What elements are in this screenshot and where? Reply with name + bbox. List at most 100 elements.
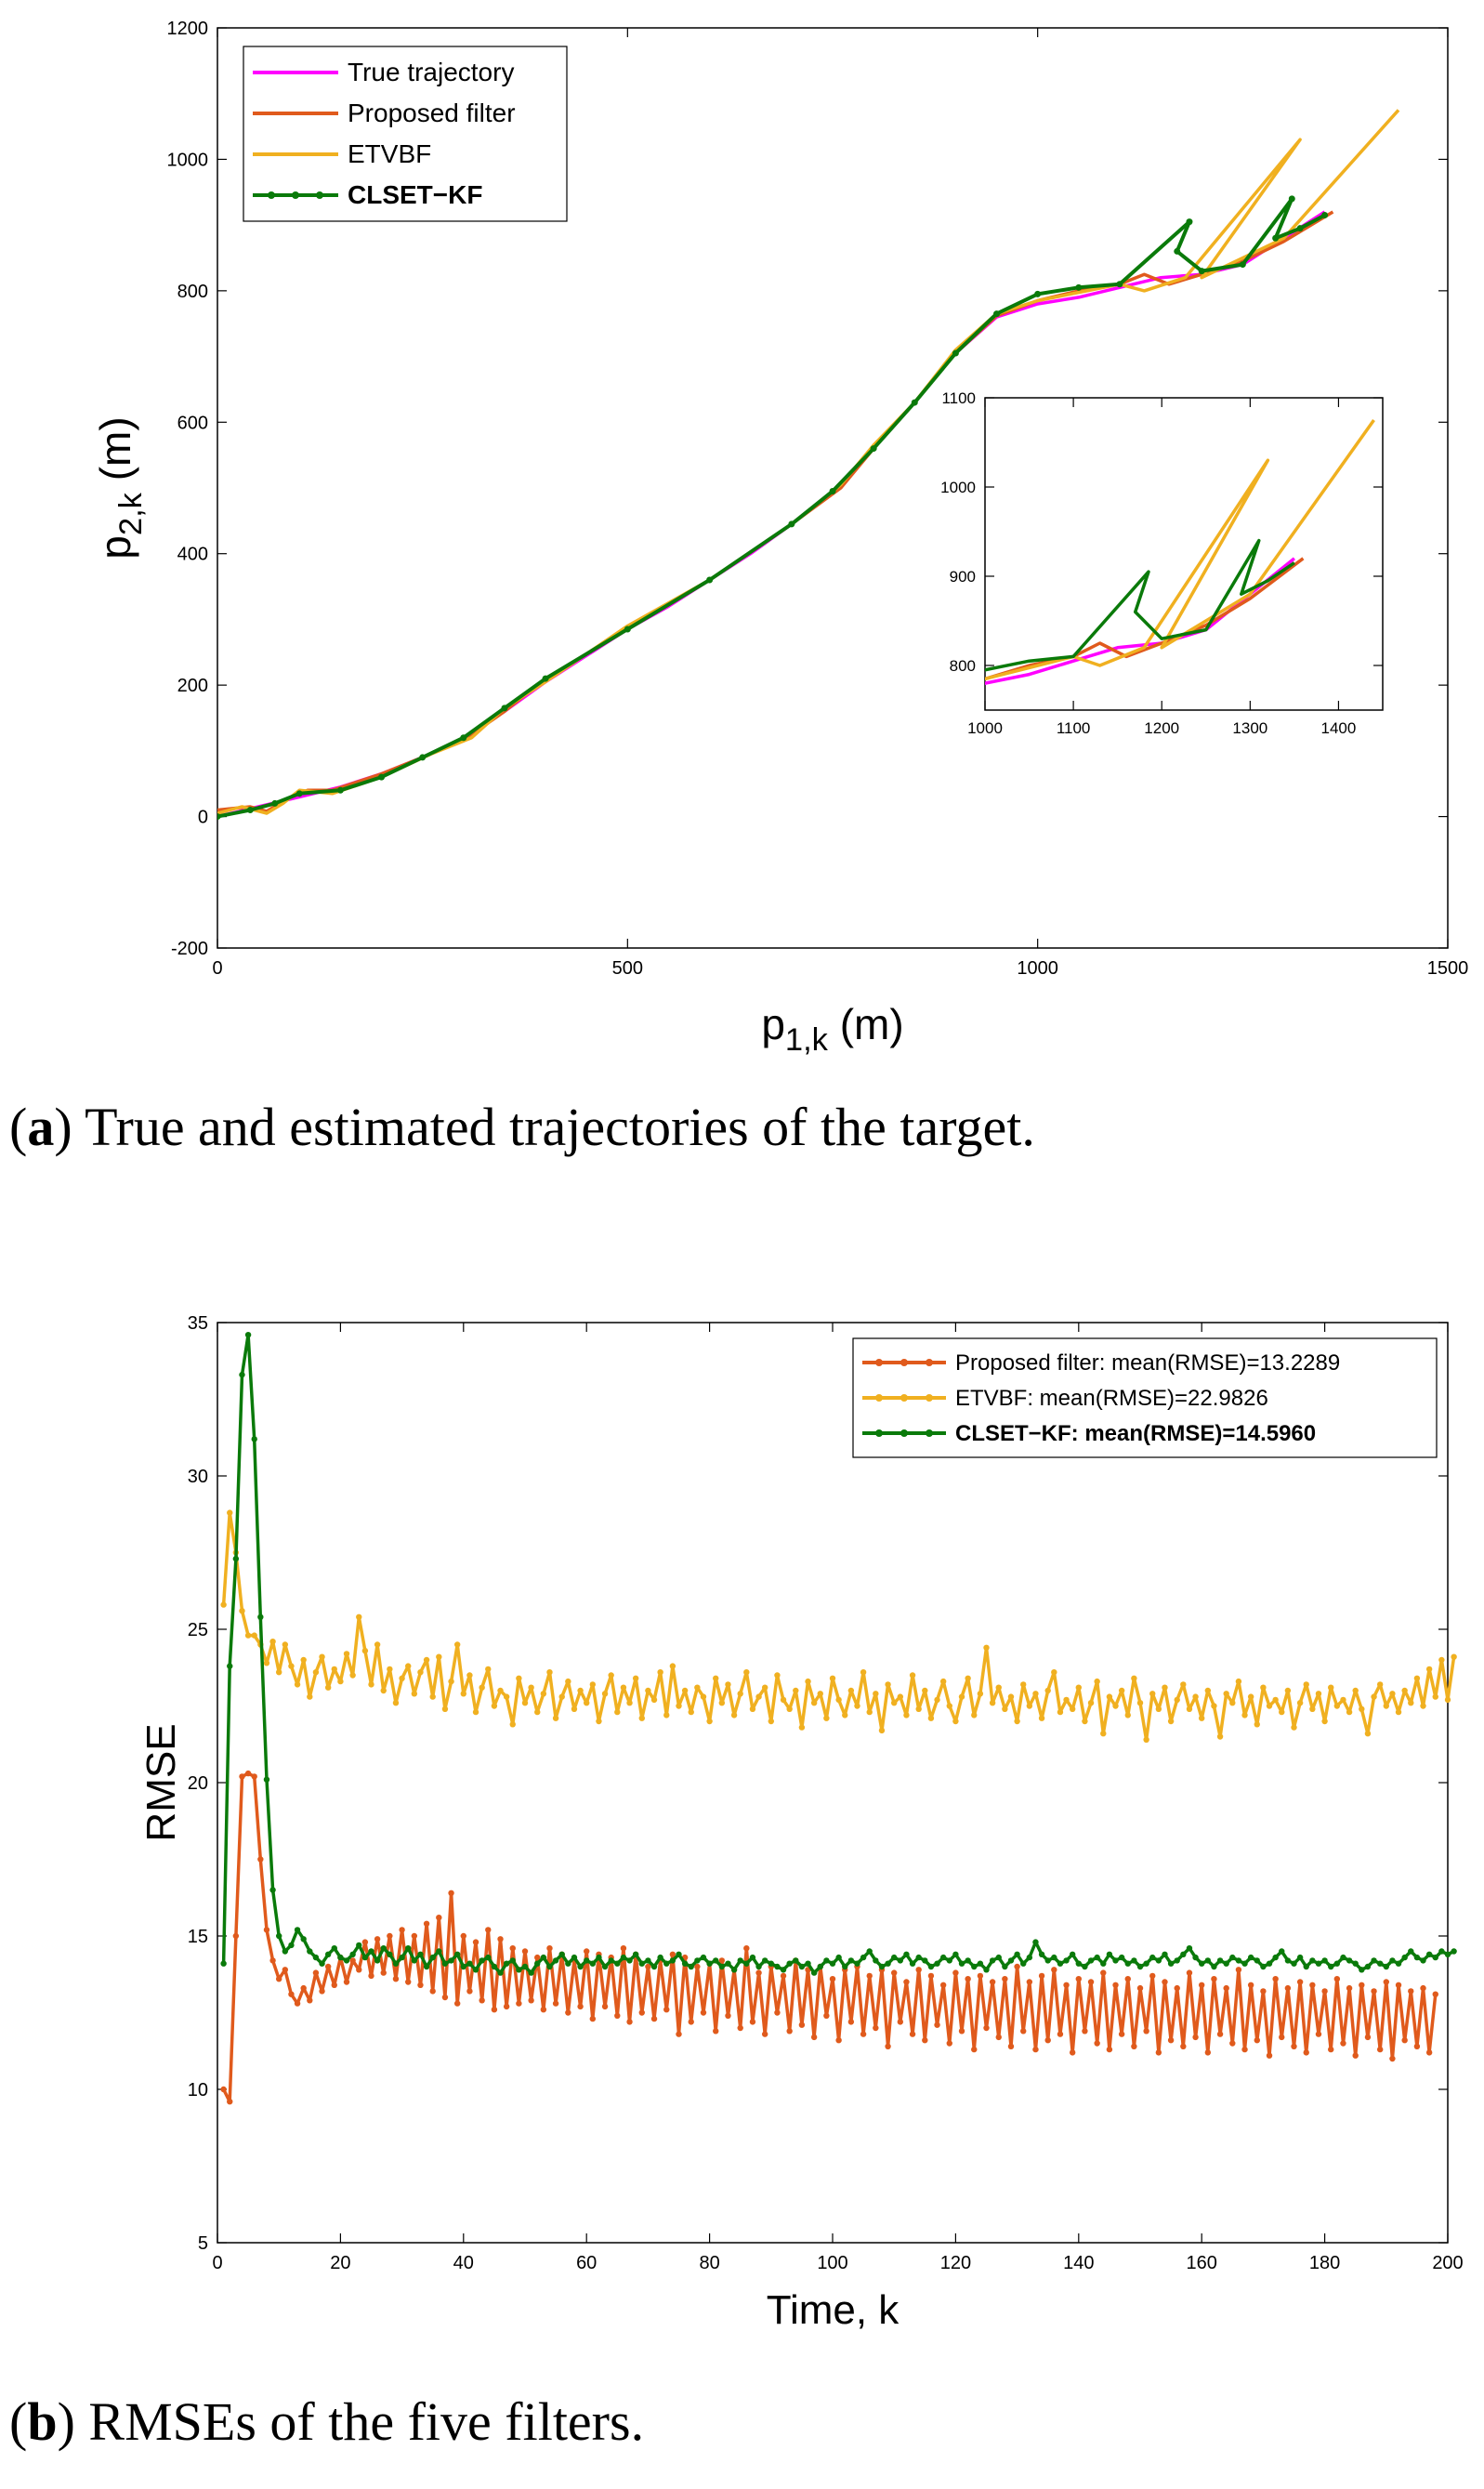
series-marker-b-clset xyxy=(552,1957,559,1964)
series-marker-b-proposed xyxy=(965,1976,971,1982)
series-marker-b-proposed xyxy=(227,2099,233,2105)
series-marker-b-clset xyxy=(761,1957,768,1964)
series-marker-b-etvbf xyxy=(546,1669,553,1676)
series-marker-b-clset xyxy=(805,1960,811,1967)
series-marker-b-proposed xyxy=(1038,1972,1045,1980)
series-marker-b-clset xyxy=(681,1960,689,1967)
series-marker-b-proposed xyxy=(232,1932,240,1940)
series-marker-b-etvbf xyxy=(1014,1718,1020,1725)
series-layer-a xyxy=(217,109,1400,821)
series-marker-b-etvbf xyxy=(743,1669,750,1676)
series-marker-b-proposed xyxy=(650,2015,658,2022)
series-marker-b-clset xyxy=(1002,1963,1008,1970)
series-marker-b-clset xyxy=(1247,1954,1254,1961)
series-marker-b-etvbf xyxy=(909,1672,916,1679)
series-marker-b-etvbf xyxy=(749,1705,756,1713)
series-marker-b-proposed xyxy=(244,1770,252,1777)
series-marker-b-clset xyxy=(294,1927,301,1933)
legend-marker-a-clset xyxy=(268,191,275,199)
series-marker-b-clset xyxy=(1038,1951,1045,1957)
series-marker-b-clset xyxy=(399,1954,405,1961)
series-marker-b-etvbf xyxy=(558,1693,565,1700)
series-marker-b-proposed xyxy=(540,2007,547,2013)
series-marker-b-etvbf xyxy=(1051,1669,1057,1676)
series-marker-b-proposed xyxy=(1106,2046,1113,2053)
series-marker-b-clset xyxy=(694,1957,701,1964)
series-marker-a-clset xyxy=(271,799,279,807)
series-marker-b-clset xyxy=(571,1954,578,1961)
series-marker-b-clset xyxy=(632,1951,639,1957)
series-marker-b-proposed xyxy=(995,2034,1002,2041)
series-marker-b-etvbf xyxy=(1020,1681,1027,1688)
series-marker-a-clset xyxy=(788,520,795,528)
series-marker-b-proposed xyxy=(1340,2040,1346,2047)
series-marker-b-etvbf xyxy=(669,1663,676,1669)
series-marker-b-clset xyxy=(743,1960,750,1967)
series-marker-b-clset xyxy=(1284,1957,1292,1964)
series-marker-b-clset xyxy=(558,1951,565,1957)
series-marker-b-proposed xyxy=(1315,2031,1322,2037)
series-marker-b-proposed xyxy=(1087,1979,1095,1985)
series-marker-b-etvbf xyxy=(1309,1705,1316,1713)
series-marker-b-etvbf xyxy=(1401,1687,1408,1694)
series-marker-b-clset xyxy=(952,1951,959,1957)
series-marker-b-clset xyxy=(300,1936,307,1942)
series-marker-b-proposed xyxy=(307,1997,313,2004)
series-marker-b-proposed xyxy=(1321,1988,1328,1995)
legend-label-a-etvbf: ETVBF xyxy=(348,139,431,168)
series-marker-b-proposed xyxy=(1291,2043,1297,2049)
axis-label-unit: (m) xyxy=(91,416,139,493)
series-marker-b-etvbf xyxy=(288,1663,295,1669)
series-marker-a-clset xyxy=(952,349,959,357)
y-tick-label-inset: 800 xyxy=(950,657,976,675)
series-marker-b-etvbf xyxy=(1026,1703,1033,1709)
series-marker-b-etvbf xyxy=(1272,1696,1279,1704)
series-marker-b-proposed xyxy=(429,1988,436,1995)
series-marker-b-etvbf xyxy=(1371,1693,1377,1700)
series-marker-b-clset xyxy=(466,1960,473,1967)
series-marker-b-proposed xyxy=(503,2003,510,2010)
series-marker-b-etvbf xyxy=(601,1691,609,1697)
series-marker-b-etvbf xyxy=(312,1669,320,1676)
series-marker-b-proposed xyxy=(1359,1982,1365,1988)
series-marker-b-clset xyxy=(1229,1954,1236,1961)
series-marker-b-etvbf xyxy=(786,1705,793,1713)
series-marker-b-clset xyxy=(1149,1954,1156,1961)
series-marker-b-clset xyxy=(798,1963,806,1970)
series-marker-b-clset xyxy=(927,1963,935,1970)
series-marker-b-etvbf xyxy=(441,1705,449,1713)
series-marker-b-clset xyxy=(768,1960,774,1967)
series-marker-b-etvbf xyxy=(436,1653,442,1660)
x-tick-label-b: 160 xyxy=(1187,2253,1217,2273)
series-marker-b-clset xyxy=(676,1951,682,1957)
series-marker-b-proposed xyxy=(952,1969,959,1976)
series-marker-b-etvbf xyxy=(823,1715,830,1721)
series-marker-b-etvbf xyxy=(1383,1703,1390,1709)
series-marker-b-etvbf xyxy=(1174,1696,1180,1704)
y-tick-label-a: 800 xyxy=(177,282,208,302)
series-marker-b-etvbf xyxy=(700,1693,707,1700)
caption-b-label: b xyxy=(27,2391,57,2452)
series-marker-b-proposed xyxy=(1007,2043,1015,2049)
series-marker-b-proposed xyxy=(743,1945,750,1952)
series-marker-b-etvbf xyxy=(1260,1684,1267,1691)
series-marker-b-proposed xyxy=(1425,2049,1433,2056)
series-marker-b-etvbf xyxy=(860,1669,867,1676)
series-marker-b-etvbf xyxy=(891,1700,898,1706)
series-marker-b-proposed xyxy=(638,2009,645,2016)
legend-marker-a-clset xyxy=(316,191,323,199)
series-marker-b-etvbf xyxy=(977,1691,984,1697)
series-marker-b-proposed xyxy=(349,1957,356,1964)
series-marker-b-etvbf xyxy=(1352,1687,1359,1694)
series-marker-b-etvbf xyxy=(927,1715,935,1721)
series-marker-b-clset xyxy=(1451,1948,1457,1955)
series-marker-b-etvbf xyxy=(1389,1691,1396,1697)
series-marker-a-clset xyxy=(706,576,714,584)
series-marker-b-clset xyxy=(1408,1948,1414,1955)
series-marker-b-proposed xyxy=(1223,1984,1229,1992)
series-marker-b-etvbf xyxy=(361,1647,369,1654)
series-marker-b-proposed xyxy=(276,1976,282,1982)
series-marker-b-clset xyxy=(331,1945,337,1952)
series-marker-b-proposed xyxy=(1389,2055,1396,2062)
series-marker-b-etvbf xyxy=(1451,1653,1457,1660)
